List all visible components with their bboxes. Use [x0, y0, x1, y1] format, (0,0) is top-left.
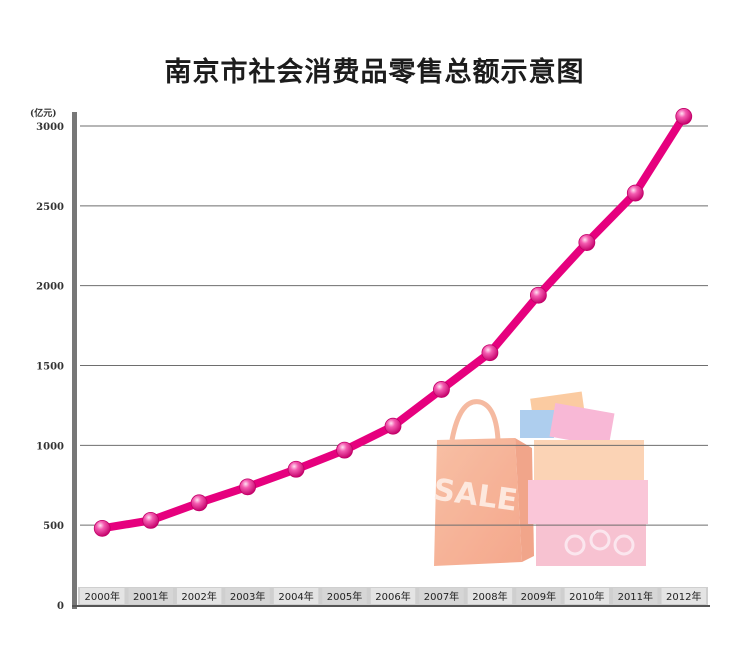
- y-axis-bar: [72, 112, 77, 609]
- x-tick-label: 2010年: [569, 590, 604, 603]
- category-cell: [370, 588, 416, 604]
- y-tick-label: 0: [57, 601, 64, 612]
- category-cell: [80, 588, 125, 604]
- y-tick-label: 3000: [36, 122, 64, 133]
- data-point: [384, 417, 402, 435]
- category-cell: [564, 588, 610, 604]
- x-axis: 2000年 2001年 2002年 2003年 2004年 2005年 2006年 2007年…: [72, 587, 710, 607]
- y-tick-label: 1000: [36, 441, 64, 452]
- x-tick-label: 2012年: [666, 590, 701, 603]
- series-line-group: [93, 108, 693, 537]
- data-point: [287, 460, 305, 478]
- y-axis: 0 500 1000 1500 2000 2500 3000 (亿元): [30, 107, 77, 612]
- y-axis-unit-label: (亿元): [30, 107, 57, 119]
- category-cell: [273, 588, 319, 604]
- shopping-bags-illustration: SALE: [431, 391, 648, 566]
- chart-title: 南京市社会消费品零售总额示意图: [164, 57, 585, 88]
- x-tick-label: 2007年: [424, 590, 459, 603]
- x-tick-label: 2006年: [375, 590, 410, 603]
- x-tick-label: 2004年: [278, 590, 313, 603]
- x-tick-label: 2003年: [230, 590, 265, 603]
- y-tick-label: 2500: [36, 202, 64, 213]
- category-cell: [225, 588, 270, 604]
- data-point: [675, 108, 693, 125]
- x-tick-label: 2008年: [472, 590, 507, 603]
- x-tick-label: 2009年: [521, 590, 556, 603]
- data-point: [142, 511, 160, 529]
- y-tick-label: 2000: [36, 282, 64, 293]
- category-cell: [661, 588, 706, 604]
- data-point: [578, 234, 596, 251]
- data-point: [626, 184, 644, 202]
- data-point: [239, 478, 257, 496]
- category-cell: [467, 588, 513, 604]
- category-cell: [176, 588, 222, 604]
- x-tick-label: 2001年: [133, 590, 168, 603]
- category-cell: [419, 588, 464, 604]
- grid-lines: [80, 125, 708, 526]
- y-tick-label: 1500: [36, 362, 64, 373]
- data-point: [481, 344, 499, 362]
- x-tick-label: 2005年: [327, 590, 362, 603]
- y-tick-label: 500: [43, 521, 64, 532]
- data-point: [93, 519, 111, 537]
- data-point: [529, 286, 547, 304]
- x-tick-label: 2000年: [85, 590, 120, 603]
- x-tick-label: 2011年: [618, 590, 653, 603]
- data-point: [190, 494, 208, 512]
- data-point: [433, 381, 450, 398]
- x-tick-label: 2002年: [181, 590, 216, 603]
- category-cell: [516, 588, 561, 604]
- category-cell: [128, 588, 173, 604]
- data-point: [336, 441, 353, 459]
- category-cell: [613, 588, 658, 604]
- category-cell: [322, 588, 367, 604]
